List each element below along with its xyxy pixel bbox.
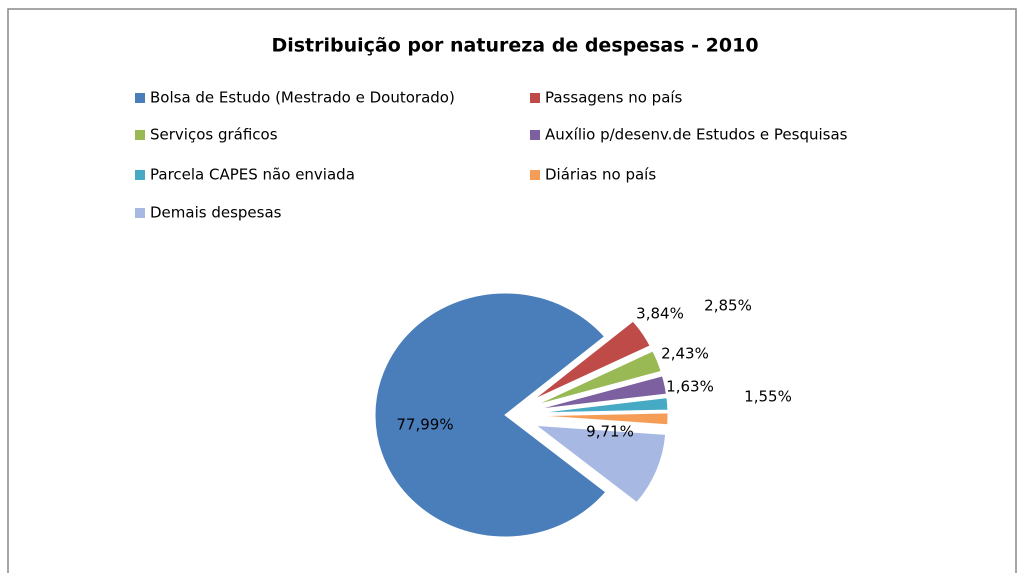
data-label: 77,99% (396, 416, 453, 434)
legend-swatch (530, 93, 540, 103)
pie-slice (533, 320, 651, 401)
legend-label: Demais despesas (150, 204, 282, 222)
pie-slice (534, 424, 667, 504)
data-label: 9,71% (586, 423, 634, 441)
legend-label: Bolsa de Estudo (Mestrado e Doutorado) (150, 89, 455, 107)
data-label: 2,85% (704, 297, 752, 315)
legend-label: Passagens no país (545, 89, 683, 107)
legend-swatch (530, 130, 540, 140)
pie-slice (537, 375, 667, 410)
pie-slice (537, 397, 669, 414)
chart-title: Distribuição por natureza de despesas - … (271, 35, 758, 57)
legend-swatch (135, 130, 145, 140)
legend-swatch (530, 170, 540, 180)
legend-label: Serviços gráficos (150, 126, 278, 144)
legend-swatch (135, 93, 145, 103)
pie-slice (537, 412, 669, 426)
legend-label: Diárias no país (545, 166, 656, 184)
data-label: 1,63% (666, 378, 714, 396)
pie-slice (535, 350, 662, 406)
legend-label: Auxílio p/desenv.de Estudos e Pesquisas (545, 126, 848, 144)
data-label: 1,55% (744, 388, 792, 406)
legend-swatch (135, 208, 145, 218)
legend-label: Parcela CAPES não enviada (150, 166, 355, 184)
legend-swatch (135, 170, 145, 180)
data-label: 2,43% (661, 345, 709, 363)
pie-slice (374, 292, 607, 538)
data-label: 3,84% (636, 305, 684, 323)
